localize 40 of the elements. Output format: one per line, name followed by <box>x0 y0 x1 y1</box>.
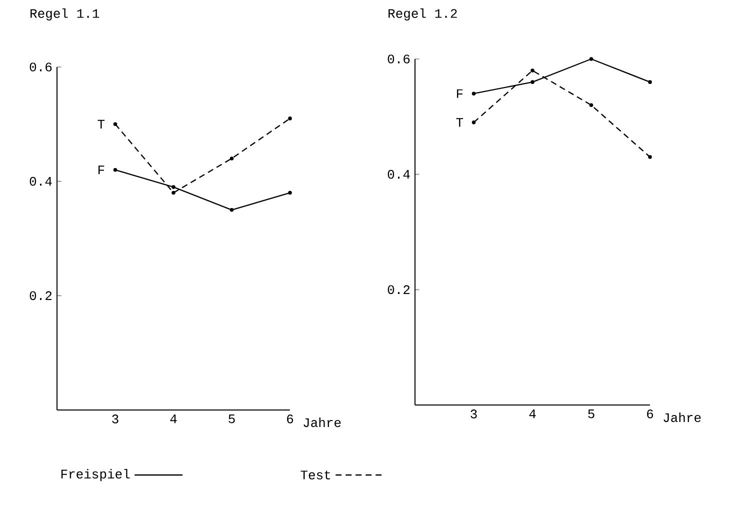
annotation: F <box>98 166 104 174</box>
x-tick-label: 5 <box>588 410 594 418</box>
point <box>648 80 652 84</box>
point <box>530 80 534 84</box>
y-tick-label: 0.2 <box>388 285 410 294</box>
y-tick-label: 0.4 <box>30 176 52 186</box>
point <box>472 120 476 124</box>
x-axis-title: Jahre <box>304 418 341 428</box>
chart-title: Regel 1.2 <box>388 8 457 20</box>
point <box>288 190 292 195</box>
legend-label: Freispiel <box>61 468 130 482</box>
y-tick-label: 0.4 <box>388 170 410 179</box>
x-tick-label: 5 <box>228 414 235 424</box>
x-tick-label: 3 <box>470 410 477 418</box>
point <box>472 92 476 96</box>
point <box>113 122 118 126</box>
legend-label: Test <box>300 470 330 480</box>
point <box>589 57 594 61</box>
point <box>113 168 118 172</box>
point <box>530 68 534 72</box>
point <box>172 185 176 189</box>
y-tick-label: 0.6 <box>30 62 52 72</box>
point <box>230 156 234 160</box>
point <box>172 190 176 195</box>
x-tick-label: 6 <box>287 414 294 424</box>
point <box>589 103 594 108</box>
x-tick-label: 4 <box>529 410 536 418</box>
chart-title: Regel 1.1 <box>30 8 100 20</box>
annotation: F <box>456 89 463 98</box>
y-tick-label: 0.6 <box>388 54 410 64</box>
point <box>648 155 652 159</box>
x-tick-label: 3 <box>112 414 118 424</box>
x-tick-label: 6 <box>647 410 654 418</box>
annotation: T <box>456 118 464 127</box>
point <box>230 208 234 212</box>
annotation: T <box>98 120 105 128</box>
point <box>288 116 292 120</box>
x-axis-title: Jahre <box>664 412 701 422</box>
x-tick-label: 4 <box>170 414 177 424</box>
y-tick-label: 0.2 <box>30 291 52 300</box>
